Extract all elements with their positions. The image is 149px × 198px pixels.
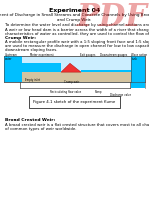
Text: characteristics of water as controlled. they are used to control the flow of riv: characteristics of water as controlled. …	[5, 31, 149, 35]
Text: A weir or low head dam is a barrier across the width of a river that changes for: A weir or low head dam is a barrier acro…	[5, 28, 149, 31]
Text: Recirculating flow valve: Recirculating flow valve	[50, 90, 81, 94]
Text: A broad crested weir is a flat crested structure that covers most to all channel: A broad crested weir is a flat crested s…	[5, 123, 149, 127]
Text: Crump Weir:: Crump Weir:	[5, 36, 36, 40]
Text: Crump weir: Crump weir	[64, 80, 79, 84]
Text: Empty inlet: Empty inlet	[25, 78, 40, 82]
Text: tank: tank	[132, 56, 138, 61]
Bar	[4, 56, 22, 82]
Text: Measurement of Discharge in Small Streams and Concrete Channels by Using Broad C: Measurement of Discharge in Small Stream…	[0, 13, 149, 17]
Text: water: water	[5, 56, 13, 61]
Text: Broad Crested Weir:: Broad Crested Weir:	[5, 118, 55, 122]
Bar	[131, 56, 145, 88]
Text: downstream sloping faces.: downstream sloping faces.	[5, 49, 58, 52]
Text: Meter experiment: Meter experiment	[30, 53, 54, 57]
Polygon shape	[81, 70, 131, 72]
Text: are used to measure the discharge in open channel for low to low capacity flow w: are used to measure the discharge in ope…	[5, 45, 149, 49]
Text: Figure 4.1 sketch of the experiment flume: Figure 4.1 sketch of the experiment flum…	[33, 100, 116, 104]
Text: Experiment 04: Experiment 04	[49, 8, 100, 13]
Polygon shape	[61, 63, 81, 72]
Text: A mobile rectangular profile weir with a 1:5 sloping front face and 1:5 sloping : A mobile rectangular profile weir with a…	[5, 41, 149, 45]
Text: Downstream gauges: Downstream gauges	[100, 53, 127, 57]
Text: Wave action: Wave action	[131, 53, 147, 57]
Text: Pump: Pump	[95, 90, 103, 94]
Bar	[4, 56, 145, 82]
Bar	[22, 72, 131, 82]
Text: Upstream: Upstream	[5, 53, 18, 57]
Text: of common types of weir worldwide.: of common types of weir worldwide.	[5, 127, 76, 131]
Text: To determine the water level and discharge by using channel sections and weirs.: To determine the water level and dischar…	[5, 23, 149, 27]
Text: and Crump Weir.: and Crump Weir.	[57, 17, 92, 22]
Text: PDF: PDF	[77, 2, 148, 33]
Text: Exit gauges: Exit gauges	[80, 53, 95, 57]
Polygon shape	[22, 63, 61, 72]
Text: Discharge valve: Discharge valve	[110, 93, 131, 97]
